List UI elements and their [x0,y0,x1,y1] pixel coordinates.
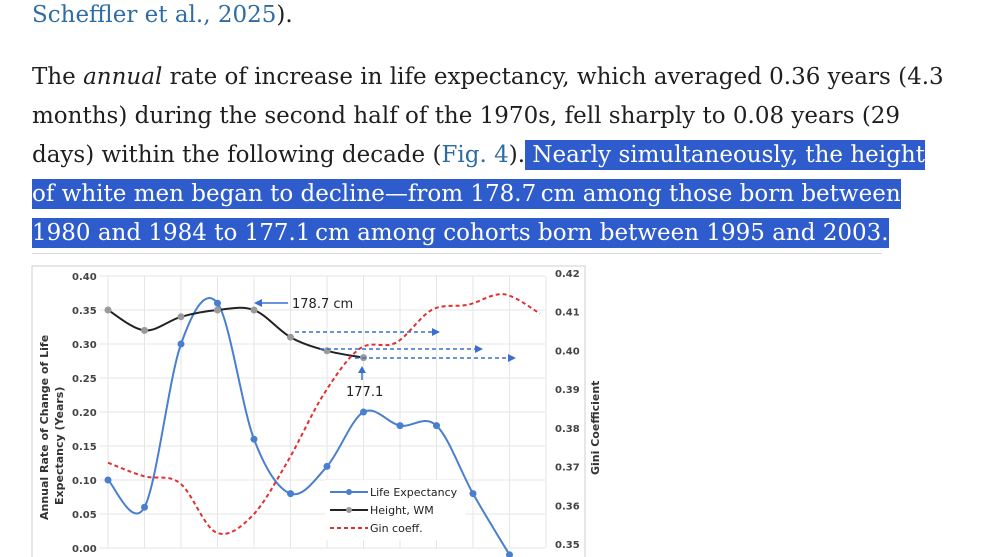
citation-close: ). [276,2,293,28]
right-tick-label: 0.36 [555,501,580,512]
height-point [214,306,221,314]
right-tick-label: 0.39 [555,385,580,396]
paragraph-line-2: months) during the second half of the 19… [32,103,901,129]
life-expectancy-point [287,490,294,498]
annotation-178-7: 178.7 cm [292,297,353,312]
right-tick-label: 0.40 [555,346,580,357]
body-paragraph: The annual rate of increase in life expe… [32,58,944,253]
height-point [250,306,258,314]
paragraph-line-4: of white men began to decline—from 178.7… [32,175,901,214]
series-height-wm [104,306,367,362]
legend-label-height: Height, WM [370,504,434,517]
legend-marker-life [346,489,352,495]
right-tick-label: 0.35 [555,540,580,551]
annotation-177-1: 177.1 [346,385,383,400]
right-axis-label: Gini Coefficient [589,381,602,475]
highlighted-text-3[interactable]: 1980 and 1984 to 177.1 cm among cohorts … [32,218,889,248]
left-tick-label: 0.30 [72,340,97,351]
series-gini-line [107,293,541,535]
height-point [141,326,148,334]
figure-link[interactable]: Fig. 4 [441,142,509,168]
height-point [287,333,294,341]
life-expectancy-point [177,340,185,348]
series-life-expectancy [104,297,513,557]
left-tick-label: 0.25 [72,374,97,385]
life-expectancy-point [141,503,148,511]
arrowhead-177 [358,366,366,373]
life-expectancy-point [214,299,221,307]
series-gini [107,293,541,535]
citation-line: Scheffler et al., 2025). [32,0,293,30]
right-axis-ticks: 0.42 0.41 0.40 0.39 0.38 0.37 0.36 0.35 [555,269,580,551]
arrowhead-178 [254,299,262,307]
left-axis-ticks: 0.40 0.35 0.30 0.25 0.20 0.15 0.10 0.05 0.00 [72,272,97,555]
life-expectancy-point [506,551,513,557]
right-tick-label: 0.38 [555,424,580,435]
highlighted-text-2[interactable]: of white men began to decline—from 178.7… [32,179,901,209]
series-layer [104,293,541,557]
life-expectancy-point [360,408,367,416]
arrowhead-2 [475,345,483,353]
paragraph-line-5: 1980 and 1984 to 177.1 cm among cohorts … [32,214,892,253]
arrowhead-3 [508,354,516,362]
legend: Life Expectancy Height, WM Gin coeff. [325,480,465,540]
highlighted-text-1[interactable]: Nearly simultaneously, the height [525,140,925,170]
citation-link[interactable]: Scheffler et al., 2025 [32,2,277,28]
left-tick-label: 0.15 [72,442,97,453]
left-tick-label: 0.05 [72,510,97,521]
life-expectancy-point [396,422,404,430]
section-divider [32,253,882,254]
right-tick-label: 0.37 [555,463,580,474]
paragraph-line-1: The annual rate of increase in life expe… [32,64,944,90]
left-tick-label: 0.35 [72,306,97,317]
legend-label-gini: Gin coeff. [370,522,423,535]
left-tick-label: 0.00 [72,544,97,555]
right-tick-label: 0.42 [555,269,580,280]
left-axis-label-1: Annual Rate of Change of Life [38,335,51,520]
annotation-arrows [254,299,516,380]
life-expectancy-point [250,435,258,443]
life-expectancy-point [433,422,440,430]
life-expectancy-point [323,462,331,470]
height-point [177,313,185,321]
life-expectancy-point [469,490,477,498]
right-tick-label: 0.41 [555,308,580,319]
left-axis-label-2: Expectancy (Years) [53,387,66,505]
paragraph-line-3: days) within the following decade (Fig. … [32,140,925,170]
grid-lines [100,275,547,549]
left-tick-label: 0.20 [72,408,97,419]
emphasis-annual: annual [83,64,163,90]
arrowhead-1 [432,328,440,336]
legend-label-life: Life Expectancy [370,486,458,499]
left-tick-label: 0.40 [72,272,97,283]
legend-marker-height [346,507,352,513]
height-point [104,306,112,314]
life-expectancy-point [104,476,112,484]
left-tick-label: 0.10 [72,476,97,487]
